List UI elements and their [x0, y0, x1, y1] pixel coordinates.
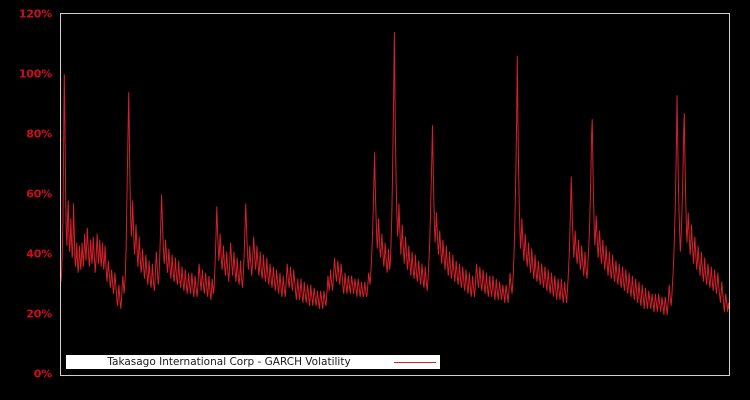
y-tick-label: 20% [26, 307, 52, 321]
y-tick-label: 120% [18, 7, 52, 21]
y-tick-label: 60% [26, 187, 52, 201]
legend: Takasago International Corp - GARCH Vola… [66, 355, 440, 369]
legend-label: Takasago International Corp - GARCH Vola… [107, 356, 351, 368]
y-tick-label: 100% [18, 67, 52, 81]
legend-line-swatch [394, 355, 436, 369]
plot-area [60, 13, 730, 376]
volatility-series [61, 32, 729, 315]
y-tick-label: 80% [26, 127, 52, 141]
y-tick-label: 0% [33, 367, 52, 381]
y-axis: 120% 100% 80% 60% 40% 20% 0% [0, 0, 56, 400]
y-tick-label: 40% [26, 247, 52, 261]
series-line-takasago [61, 32, 729, 315]
